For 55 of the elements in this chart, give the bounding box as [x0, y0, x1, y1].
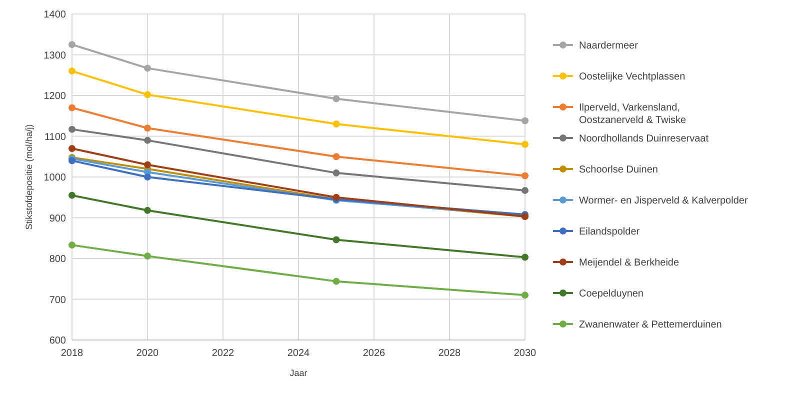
point: [522, 117, 528, 124]
point: [68, 144, 76, 152]
point: [144, 252, 151, 260]
x-tick-label: 2024: [287, 348, 310, 359]
legend-label: Zwanenwater & Pettemerduinen: [579, 320, 722, 330]
point: [68, 41, 76, 48]
point: [144, 161, 151, 168]
point: [332, 169, 340, 176]
x-tick-label: 2020: [136, 348, 160, 359]
point: [332, 236, 340, 244]
x-tick-label: 2030: [514, 348, 537, 359]
y-tick-label: 1400: [44, 10, 66, 20]
legend-label: Coepelduynen: [579, 288, 644, 300]
y-tick-label: 900: [49, 213, 66, 224]
y-tick-label: 1000: [44, 172, 66, 184]
x-axis-title: Jaar: [290, 368, 308, 378]
point: [68, 192, 76, 199]
y-tick-label: 1300: [44, 50, 66, 62]
point: [68, 126, 76, 133]
point: [144, 91, 151, 98]
x-tick-label: 2026: [362, 348, 386, 359]
legend-label: Wormer- en Jisperveld & Kalverpolder: [579, 196, 748, 206]
point: [522, 292, 528, 299]
point: [144, 124, 151, 132]
y-tick-label: 800: [49, 254, 66, 265]
point: [144, 136, 151, 144]
legend-label: Oostelijke Vechtplassen: [579, 72, 686, 82]
point: [144, 64, 151, 72]
point: [144, 174, 151, 180]
point: [522, 172, 528, 180]
point: [144, 206, 151, 214]
point: [522, 186, 528, 194]
point: [332, 278, 340, 285]
x-tick-label: 2028: [438, 348, 462, 359]
x-tick-label: 2022: [212, 348, 235, 359]
legend-label: Naardermeer: [579, 40, 639, 52]
point: [332, 120, 340, 128]
point: [522, 254, 528, 261]
legend-label: Meijendel & Berkheide: [579, 258, 680, 268]
point: [68, 242, 76, 249]
y-axis-title: Stikstofdepositie (mol/ha/j): [24, 124, 34, 230]
y-tick-label: 700: [49, 294, 66, 306]
point: [68, 68, 76, 75]
legend-label: Schoorlse Duinen: [579, 164, 658, 176]
y-tick-label: 600: [49, 336, 66, 346]
legend-label: Ilperveld, Varkensland, Oostzanerveld & Twiske: [579, 102, 687, 126]
legend-label: Eilandspolder: [579, 226, 640, 238]
y-tick-label: 1100: [44, 132, 66, 143]
point: [522, 140, 528, 148]
point: [332, 95, 340, 102]
point: [332, 153, 340, 160]
x-tick-label: 2018: [60, 348, 84, 359]
legend-label: Noordhollands Duinreservaat: [579, 134, 709, 144]
point: [68, 104, 76, 112]
y-tick-label: 1200: [44, 91, 66, 102]
